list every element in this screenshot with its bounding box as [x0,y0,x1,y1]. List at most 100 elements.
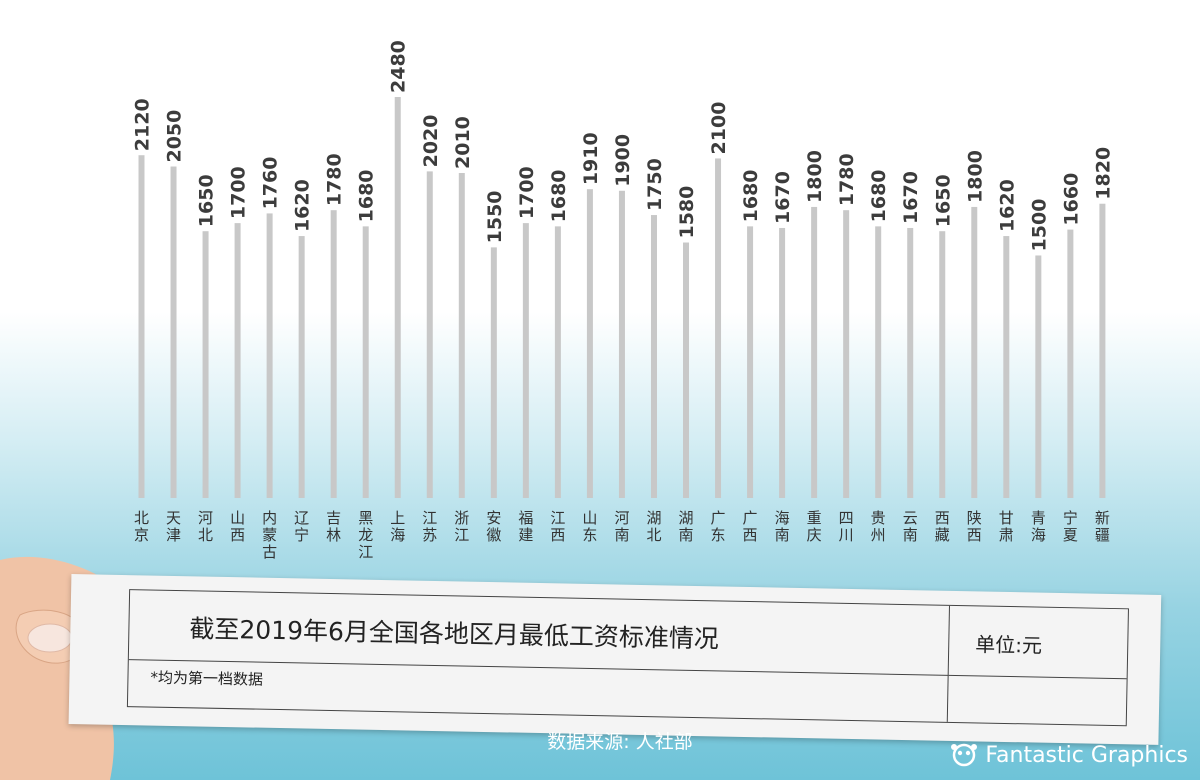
category-label-甘肃: 甘肃 [999,509,1014,544]
category-label-广东: 广东 [711,509,726,544]
bar-四川 [843,210,850,498]
value-label-广西: 1680 [740,169,762,222]
brand-logo: Fantastic Graphics [949,742,1188,768]
category-label-云南: 云南 [903,509,918,544]
value-label-黑龙江: 1680 [356,169,378,222]
bar-山西 [234,223,241,498]
bar-江苏 [426,171,433,498]
value-label-宁夏: 1660 [1060,173,1082,226]
value-label-吉林: 1780 [324,153,346,206]
bar-西藏 [939,231,946,499]
bar-天津 [170,166,177,498]
value-label-江苏: 2020 [420,114,442,167]
bar-浙江 [458,172,465,498]
value-label-北京: 2120 [132,98,154,151]
title-paper-strip: 截至2019年6月全国各地区月最低工资标准情况 单位:元 *均为第一档数据 [68,574,1162,745]
category-label-贵州: 贵州 [871,509,886,544]
bar-湖北 [650,215,657,498]
value-label-青海: 1500 [1028,199,1050,252]
bar-北京 [138,155,145,499]
value-label-新疆: 1820 [1092,147,1114,200]
bar-内蒙古 [266,213,273,498]
bar-甘肃 [1003,236,1010,498]
value-label-天津: 2050 [164,110,186,163]
bar-青海 [1035,255,1042,498]
bar-福建 [522,223,529,498]
category-label-新疆: 新疆 [1095,509,1110,544]
category-label-西藏: 西藏 [935,509,950,544]
value-label-湖南: 1580 [676,186,698,239]
value-label-上海: 2480 [388,40,410,93]
value-label-福建: 1700 [516,166,538,219]
category-label-广西: 广西 [743,509,758,544]
bar-安徽 [490,247,497,498]
category-label-吉林: 吉林 [326,509,341,544]
category-label-北京: 北京 [134,509,149,544]
value-label-辽宁: 1620 [292,179,314,232]
category-label-陕西: 陕西 [967,509,982,544]
category-label-山西: 山西 [230,509,245,544]
bar-黑龙江 [362,226,369,498]
category-label-湖南: 湖南 [679,509,694,544]
category-label-山东: 山东 [582,509,597,544]
category-label-浙江: 浙江 [454,509,469,544]
category-label-河南: 河南 [614,509,629,544]
title-table: 截至2019年6月全国各地区月最低工资标准情况 单位:元 *均为第一档数据 [126,589,1129,727]
bar-云南 [907,227,914,498]
data-source: 数据来源: 人社部 [547,731,693,753]
category-label-宁夏: 宁夏 [1063,509,1078,544]
category-label-天津: 天津 [166,509,181,544]
category-label-上海: 上海 [390,509,405,544]
category-label-重庆: 重庆 [807,509,822,544]
bar-重庆 [811,206,818,499]
value-label-安徽: 1550 [484,190,506,243]
value-label-海南: 1670 [772,171,794,224]
category-label-青海: 青海 [1031,509,1046,544]
category-label-内蒙古: 内蒙古 [262,509,277,561]
value-label-山东: 1910 [580,132,602,185]
bar-贵州 [875,226,882,498]
value-label-重庆: 1800 [804,150,826,203]
bar-湖南 [683,242,690,498]
value-label-四川: 1780 [836,153,858,206]
category-label-四川: 四川 [839,509,854,544]
bar-chart: 2120 北京 2050 天津 1650 河北 1700 山西 1760 内蒙古 1620 辽宁 178… [132,40,1115,561]
category-label-安徽: 安徽 [486,509,501,544]
value-label-陕西: 1800 [964,150,986,203]
category-label-辽宁: 辽宁 [294,509,309,544]
value-label-山西: 1700 [228,166,250,219]
value-label-云南: 1670 [900,171,922,224]
category-label-江西: 江西 [550,509,565,544]
brand-icon [951,743,978,767]
value-label-浙江: 2010 [452,116,474,169]
category-label-河北: 河北 [198,509,213,544]
bar-宁夏 [1067,229,1074,498]
bar-新疆 [1099,203,1106,498]
value-label-湖北: 1750 [644,158,666,211]
bar-江西 [554,226,561,498]
bar-上海 [394,97,401,498]
bar-辽宁 [298,236,305,498]
value-label-内蒙古: 1760 [260,157,282,210]
value-label-河北: 1650 [196,174,218,227]
value-label-西藏: 1650 [932,174,954,227]
bar-广西 [747,226,754,498]
bar-陕西 [971,206,978,499]
category-label-福建: 福建 [518,509,533,544]
brand-name: Fantastic Graphics [985,742,1188,768]
category-label-海南: 海南 [775,509,790,544]
bar-山东 [586,189,593,498]
category-label-黑龙江: 黑龙江 [358,509,373,561]
bar-广东 [715,158,722,498]
bar-河南 [618,190,625,498]
value-label-江西: 1680 [548,169,570,222]
bar-海南 [779,227,786,498]
category-label-江苏: 江苏 [422,509,437,544]
value-label-甘肃: 1620 [996,179,1018,232]
category-label-湖北: 湖北 [646,509,661,544]
bar-河北 [202,231,209,499]
bar-吉林 [330,210,337,498]
value-label-贵州: 1680 [868,169,890,222]
value-label-河南: 1900 [612,134,634,187]
unit-label: 单位:元 [948,605,1128,680]
